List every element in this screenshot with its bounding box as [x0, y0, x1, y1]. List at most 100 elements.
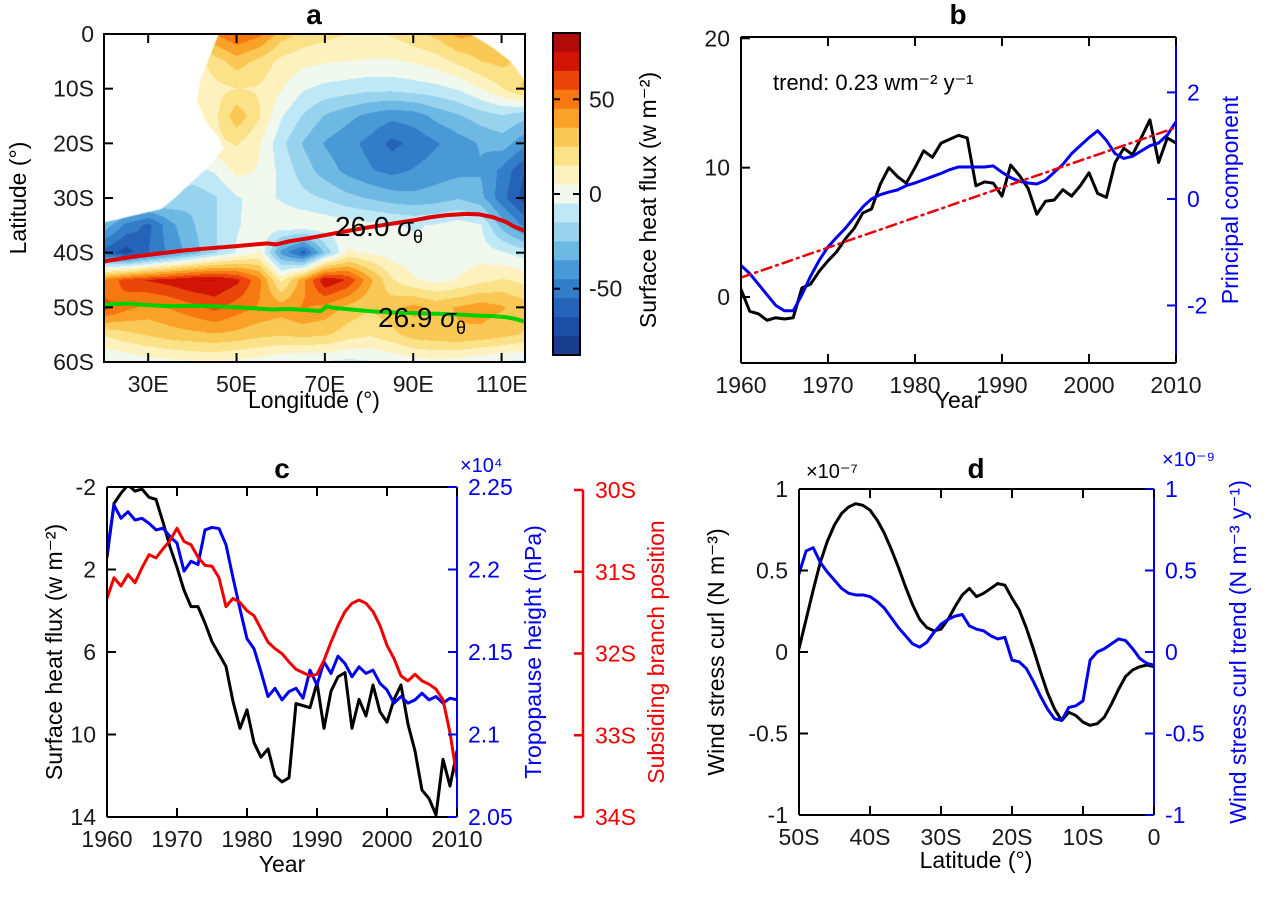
panel-b-xtick: 2010	[1150, 372, 1201, 398]
panel-c-ylabel-extra: Subsiding branch position	[643, 520, 669, 783]
panel-b-ytick-right: 0	[1187, 186, 1200, 212]
panel-a-xtick: 50E	[216, 371, 257, 397]
panel-a-xlabel: Longitude (°)	[248, 387, 380, 413]
panel-d-ytick-left: 1	[775, 476, 788, 502]
panel-d-ytick-right: 0.5	[1165, 558, 1197, 584]
panel-c-ytick-extra: 31S	[595, 559, 636, 585]
panel-c-ytick-extra: 34S	[595, 804, 636, 830]
panel-d-ytick-right: -1	[1165, 802, 1185, 828]
panel-b-title: b	[949, 0, 966, 30]
panel-b-principal-component-line	[741, 120, 1176, 313]
panel-a-ytick: 30S	[53, 185, 94, 211]
panel-a-xtick: 90E	[393, 371, 434, 397]
panel-d-xtick: 20S	[992, 824, 1033, 850]
panel-b-ytick-right: 2	[1187, 79, 1200, 105]
panel-a-xtick: 70E	[304, 371, 345, 397]
panel-c-ytick-extra: 30S	[595, 477, 636, 503]
panel-b-xtick: 1960	[715, 372, 766, 398]
panel-d-ytick-right: 1	[1165, 476, 1178, 502]
panel-d-xtick: 0	[1148, 824, 1161, 850]
panel-c-ytick-left: 10	[70, 722, 96, 748]
panel-d-xtick: 30S	[921, 824, 962, 850]
panel-c-ytick-left: 6	[83, 639, 96, 665]
panel-a-ytick: 60S	[53, 349, 94, 375]
panel-c-xtick: 1960	[81, 826, 132, 852]
panel-d-ytick-left: -1	[768, 802, 788, 828]
panel-b-xtick: 1990	[976, 372, 1027, 398]
panel-c-multiplier: ×10⁴	[460, 455, 503, 477]
panel-c-ytick-right: 2.1	[468, 722, 500, 748]
panel-c-ytick-extra: 32S	[595, 641, 636, 667]
panel-d-wind-stress-curl-trend-line	[799, 546, 1154, 722]
panel-c-ylabel-left: Surface heat flux (w m⁻²)	[41, 524, 67, 780]
panel-d-ylabel-left: Wind stress curl (N m⁻³)	[703, 528, 729, 775]
panel-c-ytick-right: 2.25	[468, 474, 513, 500]
panel-d-ytick-right: 0	[1165, 639, 1178, 665]
panel-d-ytick-right: -0.5	[1165, 721, 1205, 747]
panel-d-ytick-left: 0	[775, 639, 788, 665]
panel-a-xtick: 110E	[476, 371, 528, 397]
colorbar-tick: -50	[589, 276, 622, 302]
panel-b-xlabel: Year	[935, 387, 982, 413]
panel-d-ylabel-right: Wind stress curl trend (N m⁻³ y⁻¹)	[1225, 480, 1251, 824]
panel-d-ytick-left: 0.5	[756, 558, 788, 584]
panel-a-ytick: 20S	[53, 130, 94, 156]
panel-d-multiplier: ×10⁻⁷	[806, 461, 858, 483]
panel-b-ytick-left: 0	[717, 284, 730, 310]
panel-c: 1960 1970 1980 1990 2000 2010 -2 2 6 10 14Surface …	[41, 453, 669, 877]
panel-d-ytick-left: -0.5	[748, 721, 788, 747]
panel-c-xtick: 1970	[151, 826, 202, 852]
panel-a-title: a	[306, 0, 322, 30]
panel-a-ytick: 0	[81, 21, 94, 47]
panel-d-wind-stress-curl-line	[799, 502, 1154, 727]
colorbar-tick: 0	[589, 181, 602, 207]
colorbar-tick: 50	[589, 86, 615, 112]
panel-c-ytick-right: 2.05	[468, 804, 513, 830]
contour-label-isopycnal-26.9: 26.9 σθ	[378, 302, 466, 338]
panel-b-ytick-left: 20	[704, 25, 730, 51]
contour-label-isopycnal-26.0: 26.0 σθ	[335, 211, 423, 247]
panel-c-xtick: 2000	[361, 826, 412, 852]
contour-isopycnal-26.9	[103, 301, 526, 324]
panel-d-xtick: 10S	[1063, 824, 1104, 850]
panel-d: 50S 40S 30S 20S 10S 0 1 0.5 0 -0.5 -1 Wind stress c…	[703, 449, 1251, 873]
panel-a-ytick: 10S	[53, 76, 94, 102]
panel-c-xtick: 2010	[431, 826, 482, 852]
panel-b-ylabel-right: Principal component	[1217, 95, 1243, 304]
panel-c-ytick-left: 14	[70, 804, 96, 830]
panel-c-tropopause-height-line	[107, 503, 457, 705]
panel-a-xtick: 30E	[128, 371, 169, 397]
panel-d-title: d	[967, 453, 984, 484]
panel-b-surface-heat-flux-line	[741, 118, 1176, 322]
panel-a-ytick: 50S	[53, 294, 94, 320]
panel-b-xtick: 1980	[889, 372, 940, 398]
panel-b-xtick: 2000	[1063, 372, 1114, 398]
panel-b-ytick-right: -2	[1187, 292, 1207, 318]
panel-b-trend-line	[741, 126, 1176, 279]
panel-a-ylabel: Latitude (°)	[5, 142, 31, 255]
panel-c-ytick-left: -2	[76, 474, 96, 500]
panel-c-xtick: 1980	[221, 826, 272, 852]
panel-b-xtick: 1970	[802, 372, 853, 398]
panel-c-subsiding-branch-line	[107, 526, 457, 779]
panel-b-ylabel-left: Surface heat flux (w m⁻²)	[635, 72, 661, 328]
panel-c-ylabel-right: Tropopause height (hPa)	[520, 525, 546, 779]
colorbar: 50 0 -50	[552, 32, 622, 356]
panel-c-ytick-right: 2.2	[468, 557, 500, 583]
panel-c-ytick-extra: 33S	[595, 722, 636, 748]
panel-d-xtick: 40S	[850, 824, 891, 850]
panel-c-title: c	[274, 453, 290, 484]
panel-b-annotation: trend: 0.23 wm⁻² y⁻¹	[773, 70, 974, 95]
panel-d-xtick: 50S	[779, 824, 820, 850]
panel-d-multiplier: ×10⁻⁹	[1162, 449, 1215, 471]
panel-a-ytick: 40S	[53, 240, 94, 266]
panel-b-ytick-left: 10	[704, 155, 730, 181]
panel-c-surface-heat-flux-line	[107, 487, 457, 817]
panel-c-xlabel: Year	[259, 851, 306, 877]
panel-c-ytick-right: 2.15	[468, 639, 513, 665]
panel-a: 26.0 σθ 26.9 σθ 30E 50E 70E 90E 110E 0 10S 20S 30S…	[5, 0, 528, 413]
panel-c-ytick-left: 2	[83, 557, 96, 583]
